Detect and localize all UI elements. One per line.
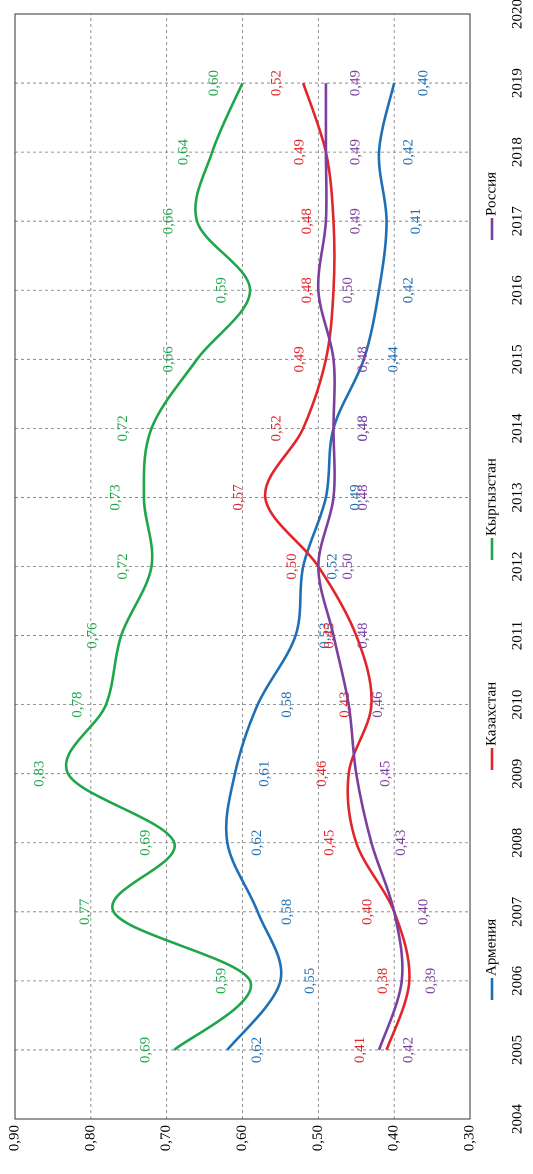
data-label: 0,49 [291,139,307,165]
y-tick-label: 0,80 [82,1125,98,1151]
x-tick-label: 2009 [509,759,525,789]
data-label: 0,64 [176,139,192,166]
series-line [316,83,404,1051]
data-label: 0,72 [115,415,131,441]
data-label: 0,40 [416,70,432,96]
x-tick-label: 2007 [509,896,525,927]
data-label: 0,40 [416,899,432,925]
data-label: 0,48 [355,622,371,648]
data-label: 0,50 [284,553,300,579]
x-tick-label: 2017 [509,206,525,237]
x-tick-label: 2011 [509,621,525,650]
data-label: 0,59 [214,277,230,303]
x-tick-label: 2005 [509,1035,525,1065]
x-tick-label: 2012 [509,552,525,582]
data-label: 0,52 [325,553,341,579]
data-label: 0,59 [214,968,230,994]
data-label: 0,60 [206,70,222,96]
data-label: 0,41 [408,208,424,234]
data-label: 0,46 [314,760,330,787]
x-tick-label: 2006 [509,965,525,996]
data-label: 0,58 [279,692,295,718]
x-tick-label: 2004 [509,1104,525,1135]
data-label: 0,83 [32,761,48,787]
legend-label: Казахстан [483,682,499,746]
x-tick-label: 2016 [509,275,525,306]
data-label: 0,58 [279,899,295,925]
data-label: 0,48 [355,415,371,441]
y-tick-label: 0,40 [386,1125,402,1151]
data-label: 0,42 [400,1037,416,1063]
data-label: 0,50 [340,553,356,579]
data-label: 0,46 [370,691,386,718]
rotated-chart: 0,30 0,40 0,50 0,60 0,70 0,80 0,90 2004 2005 2006… [6,0,525,1151]
data-label: 0,62 [249,830,265,856]
data-label: 0,61 [256,761,272,787]
y-tick-label: 0,30 [461,1125,477,1151]
x-tick-label: 2008 [509,828,525,858]
series-line [64,82,253,1051]
data-label: 0,62 [249,1037,265,1063]
data-label: 0,45 [378,761,394,787]
x-tick-label: 2010 [509,690,525,720]
data-label: 0,57 [231,484,247,511]
x-tick-label: 2015 [509,344,525,374]
data-label: 0,38 [375,968,391,994]
data-label: 0,50 [340,277,356,303]
data-label: 0,39 [423,968,439,994]
data-label: 0,55 [302,968,318,994]
data-label: 0,41 [352,1037,368,1063]
data-label: 0,52 [269,70,285,96]
series-line [224,82,396,1051]
data-label: 0,66 [160,208,176,235]
x-tick-label: 2019 [509,68,525,98]
legend-label: Россия [483,172,499,216]
data-label: 0,69 [138,830,154,856]
y-tick-label: 0,60 [234,1125,250,1151]
data-label: 0,48 [299,277,315,303]
y-tick-label: 0,90 [6,1125,22,1151]
x-tick-label: 2020 [509,0,525,29]
x-tick-label: 2018 [509,137,525,167]
data-label: 0,77 [77,898,93,925]
data-label: 0,49 [347,208,363,234]
data-label: 0,78 [69,692,85,718]
data-label: 0,52 [269,415,285,441]
y-tick-label: 0,70 [158,1125,174,1151]
data-label: 0,42 [400,139,416,165]
data-label: 0,76 [85,622,101,649]
data-label: 0,49 [347,139,363,165]
data-label: 0,48 [355,484,371,510]
data-label: 0,42 [400,277,416,303]
legend-label: Армения [483,919,499,976]
data-label: 0,53 [317,622,333,648]
data-label: 0,69 [138,1037,154,1063]
y-tick-label: 0,50 [310,1125,326,1151]
data-label: 0,48 [355,415,371,441]
data-label: 0,49 [291,346,307,372]
data-label: 0,49 [347,70,363,96]
data-label: 0,48 [355,346,371,372]
plot-border [14,13,471,1120]
data-label: 0,72 [115,553,131,579]
data-label: 0,66 [160,346,176,373]
data-label: 0,48 [299,208,315,234]
legend-label: Кыргызстан [483,458,499,536]
x-tick-label: 2014 [509,413,525,444]
data-label: 0,49 [347,484,363,510]
data-label: 0,43 [393,830,409,856]
x-tick-label: 2013 [509,482,525,512]
data-label: 0,73 [107,484,123,510]
data-label: 0,44 [385,346,401,373]
data-label: 0,40 [360,899,376,925]
data-label: 0,45 [322,830,338,856]
